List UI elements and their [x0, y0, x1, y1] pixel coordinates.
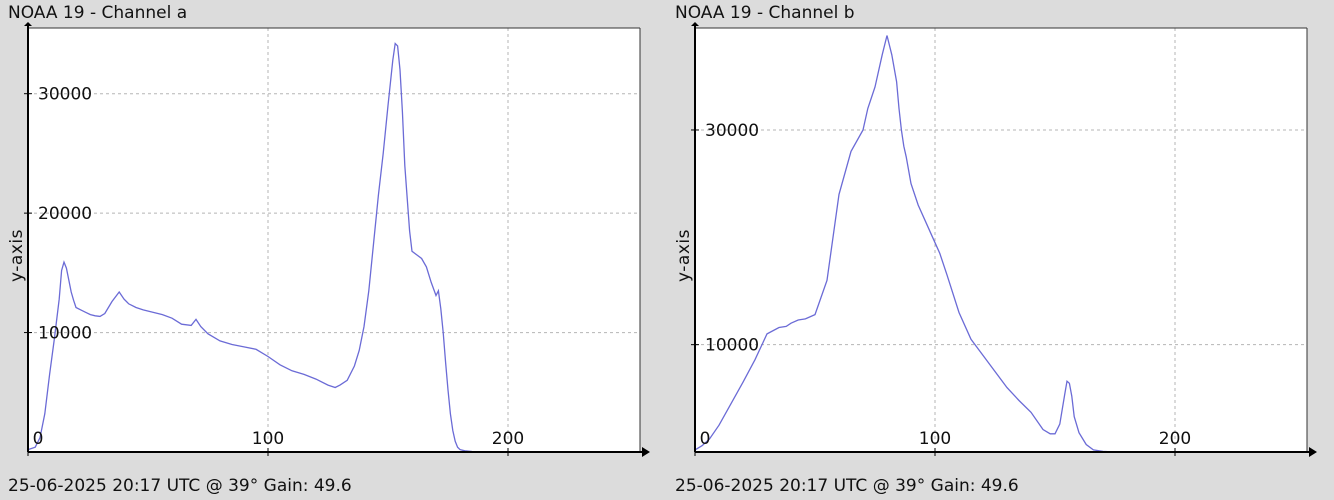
x-axis-arrow-icon	[642, 447, 650, 457]
y-tick-label: 30000	[705, 121, 759, 141]
chart-panel-channel-b: NOAA 19 - Channel b y-axis 0 100 200 10000 3…	[667, 0, 1334, 500]
y-axis-arrow-icon	[691, 22, 699, 26]
y-tick-label: 20000	[38, 204, 92, 224]
x-tick-label: 200	[1159, 429, 1191, 449]
chart-plot-channel-b: 0 100 200 10000 30000	[691, 22, 1317, 457]
chart-footer: 25-06-2025 20:17 UTC @ 39° Gain: 49.6	[8, 476, 352, 496]
chart-panel-channel-a: NOAA 19 - Channel a y-axis 0 100 200 10000 2…	[7, 3, 650, 496]
plot-area	[28, 28, 640, 452]
y-tick-label: 10000	[38, 324, 92, 344]
x-tick-label: 0	[700, 429, 711, 449]
x-axis-arrow-icon	[1309, 447, 1317, 457]
x-tick-label: 100	[252, 429, 284, 449]
x-tick-label: 200	[492, 429, 524, 449]
chart-title: NOAA 19 - Channel a	[8, 3, 188, 23]
y-tick-label: 30000	[38, 85, 92, 105]
chart-footer: 25-06-2025 20:17 UTC @ 39° Gain: 49.6	[675, 476, 1019, 496]
series-line	[27, 42, 492, 453]
chart-plot-channel-a: 0 100 200 10000 20000 30000	[24, 22, 650, 457]
x-tick-label: 100	[919, 429, 951, 449]
series-line	[694, 35, 1116, 453]
plot-area	[695, 28, 1307, 452]
y-tick-label: 10000	[705, 336, 759, 356]
y-axis-arrow-icon	[24, 22, 32, 26]
chart-title: NOAA 19 - Channel b	[675, 3, 855, 23]
x-tick-label: 0	[33, 429, 44, 449]
